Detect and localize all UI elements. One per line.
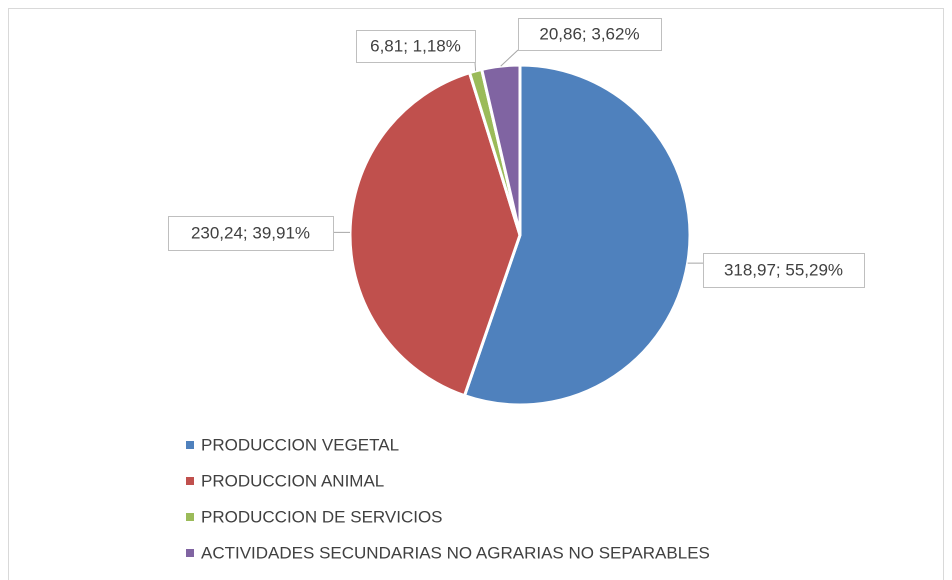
legend-label: PRODUCCION VEGETAL: [201, 435, 399, 454]
data-label: 20,86; 3,62%: [539, 24, 639, 43]
legend-swatch: [186, 549, 194, 557]
legend-label: PRODUCCION DE SERVICIOS: [201, 507, 443, 526]
data-label-box: [703, 253, 865, 288]
data-label-box: [356, 30, 476, 63]
data-label-box: [168, 216, 334, 251]
leader-line: [500, 49, 519, 67]
leader-line: [474, 61, 477, 71]
pie-slice: [479, 63, 522, 236]
legend-swatch: [186, 513, 194, 521]
data-label: 230,24; 39,91%: [191, 223, 310, 242]
data-label: 6,81; 1,18%: [370, 36, 461, 55]
data-label: 318,97; 55,29%: [724, 260, 843, 279]
legend-label: ACTIVIDADES SECUNDARIAS NO AGRARIAS NO S…: [201, 543, 710, 562]
legend-swatch: [186, 477, 194, 485]
data-label-box: [518, 18, 662, 51]
legend-swatch: [186, 441, 194, 449]
legend-label: PRODUCCION ANIMAL: [201, 471, 384, 490]
